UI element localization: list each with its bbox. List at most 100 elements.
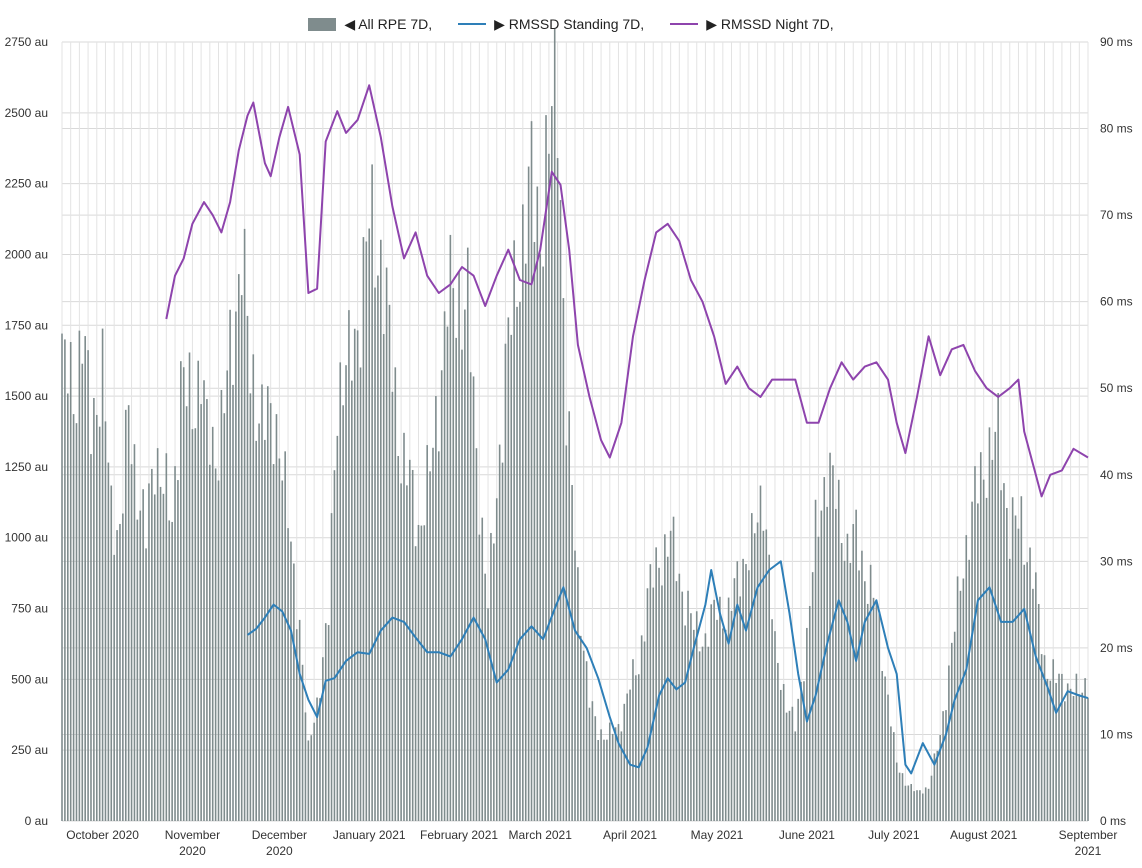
rpe-bar[interactable] (884, 676, 886, 821)
rpe-bar[interactable] (403, 432, 405, 821)
rpe-bar[interactable] (1081, 692, 1084, 821)
rpe-bar[interactable] (1066, 683, 1069, 821)
rpe-bar[interactable] (710, 604, 713, 821)
rpe-bar[interactable] (362, 237, 365, 821)
rpe-bar[interactable] (829, 452, 831, 821)
rpe-bar[interactable] (942, 711, 944, 821)
rpe-bar[interactable] (327, 625, 330, 821)
rpe-bar[interactable] (98, 426, 101, 821)
rpe-bar[interactable] (701, 646, 704, 821)
rpe-bar[interactable] (168, 520, 171, 821)
rpe-bar[interactable] (597, 740, 599, 821)
rpe-bar[interactable] (733, 578, 736, 821)
rpe-bar[interactable] (907, 785, 910, 821)
rpe-bar[interactable] (90, 454, 92, 821)
rpe-bar[interactable] (742, 558, 744, 821)
rpe-bar[interactable] (235, 311, 237, 821)
rpe-bar[interactable] (487, 608, 489, 821)
rpe-bar[interactable] (826, 506, 828, 821)
rpe-bar[interactable] (78, 330, 81, 821)
legend-item-night[interactable]: ▶ RMSSD Night 7D, (670, 16, 834, 33)
rpe-bar[interactable] (385, 267, 388, 821)
rpe-bar[interactable] (811, 572, 814, 821)
rpe-bar[interactable] (681, 591, 684, 821)
rpe-bar[interactable] (869, 564, 872, 821)
rpe-bar[interactable] (504, 343, 507, 821)
rpe-bar[interactable] (745, 564, 747, 821)
rpe-bar[interactable] (377, 275, 379, 822)
rpe-bar[interactable] (1078, 694, 1081, 821)
rpe-bar[interactable] (182, 367, 185, 821)
rpe-bar[interactable] (490, 532, 492, 821)
rpe-bar[interactable] (1037, 604, 1040, 821)
rpe-bar[interactable] (353, 328, 356, 821)
rpe-bar[interactable] (948, 665, 950, 821)
rpe-bar[interactable] (290, 541, 292, 821)
rpe-bar[interactable] (197, 360, 200, 821)
rpe-bar[interactable] (220, 389, 223, 821)
rpe-bar[interactable] (304, 712, 307, 821)
rpe-bar[interactable] (188, 352, 191, 821)
rpe-bar[interactable] (1049, 680, 1052, 821)
rpe-bar[interactable] (269, 403, 272, 821)
rpe-bar[interactable] (782, 684, 785, 821)
rpe-bar[interactable] (336, 435, 339, 821)
rpe-bar[interactable] (1064, 701, 1066, 821)
rpe-bar[interactable] (678, 573, 681, 821)
rpe-bar[interactable] (449, 234, 452, 821)
rpe-bar[interactable] (1011, 497, 1014, 821)
rpe-bar[interactable] (420, 525, 423, 821)
rpe-bar[interactable] (330, 513, 333, 821)
rpe-bar[interactable] (794, 731, 797, 821)
rpe-bar[interactable] (864, 581, 866, 821)
rpe-bar[interactable] (342, 405, 344, 821)
rpe-bar[interactable] (722, 628, 724, 821)
rpe-bar[interactable] (988, 427, 991, 821)
rpe-bar[interactable] (927, 788, 930, 821)
rpe-bar[interactable] (788, 710, 791, 821)
rpe-bar[interactable] (971, 501, 973, 821)
rpe-bar[interactable] (803, 681, 805, 821)
rpe-bar[interactable] (203, 380, 205, 821)
rpe-bar[interactable] (562, 298, 565, 821)
rpe-bar[interactable] (275, 414, 278, 821)
rpe-bar[interactable] (965, 535, 968, 821)
rpe-bar[interactable] (148, 483, 150, 821)
rpe-bar[interactable] (417, 524, 420, 821)
rpe-bar[interactable] (553, 28, 556, 821)
rpe-bar[interactable] (510, 334, 513, 821)
rpe-bar[interactable] (226, 370, 229, 821)
rpe-bar[interactable] (974, 466, 976, 821)
rpe-bar[interactable] (843, 560, 846, 821)
rpe-bar[interactable] (171, 521, 173, 821)
rpe-bar[interactable] (727, 597, 730, 821)
rpe-bar[interactable] (1087, 697, 1089, 821)
rpe-bar[interactable] (617, 724, 620, 821)
legend-item-standing[interactable]: ▶ RMSSD Standing 7D, (458, 16, 644, 33)
rpe-bar[interactable] (107, 462, 110, 821)
rpe-bar[interactable] (133, 444, 136, 821)
rpe-bar[interactable] (994, 431, 997, 821)
rpe-bar[interactable] (69, 342, 72, 821)
rpe-bar[interactable] (608, 722, 611, 821)
rpe-bar[interactable] (620, 731, 623, 821)
rpe-bar[interactable] (756, 522, 759, 821)
rpe-bar[interactable] (374, 287, 376, 821)
rpe-bar[interactable] (646, 588, 649, 821)
rpe-bar[interactable] (501, 462, 504, 821)
rpe-bar[interactable] (139, 510, 142, 821)
rpe-bar[interactable] (858, 570, 860, 821)
rpe-bar[interactable] (707, 646, 710, 821)
rpe-bar[interactable] (695, 611, 698, 821)
rpe-bar[interactable] (266, 386, 269, 821)
rpe-bar[interactable] (982, 479, 985, 821)
rpe-bar[interactable] (408, 459, 411, 821)
rpe-bar[interactable] (1061, 673, 1063, 821)
rpe-bar[interactable] (840, 543, 843, 821)
rpe-bar[interactable] (693, 629, 695, 821)
rpe-bar[interactable] (750, 513, 753, 821)
rpe-bar[interactable] (313, 722, 315, 821)
rpe-bar[interactable] (1026, 562, 1028, 821)
rpe-bar[interactable] (872, 597, 875, 821)
rpe-bar[interactable] (933, 753, 936, 821)
